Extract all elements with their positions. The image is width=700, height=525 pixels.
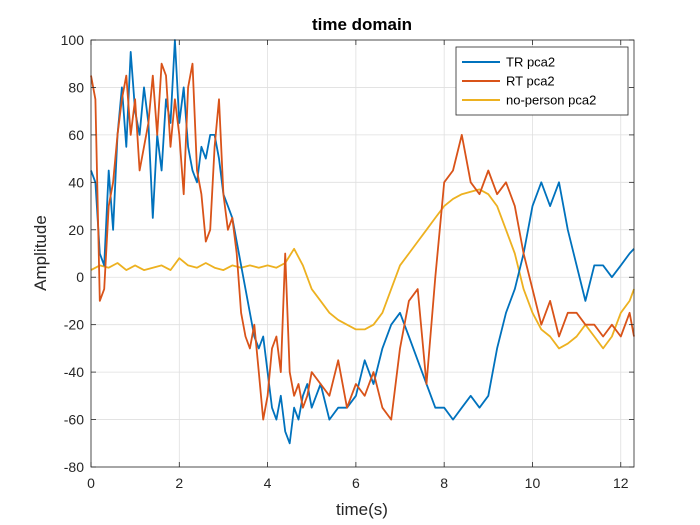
x-tick-label: 0 bbox=[87, 475, 95, 491]
y-tick-label: 100 bbox=[61, 32, 85, 48]
x-tick-label: 6 bbox=[352, 475, 360, 491]
y-tick-label: 80 bbox=[68, 79, 84, 95]
series-line-1 bbox=[90, 62, 635, 421]
legend-label-1: RT pca2 bbox=[506, 74, 555, 89]
y-tick-label: 20 bbox=[68, 222, 84, 238]
y-tick-label: 40 bbox=[68, 174, 84, 190]
x-tick-label: 2 bbox=[175, 475, 183, 491]
series-layer bbox=[90, 39, 635, 445]
x-tick-label: 10 bbox=[525, 475, 541, 491]
legend: TR pca2 RT pca2 no-person pca2 bbox=[455, 46, 629, 116]
legend-label-2: no-person pca2 bbox=[506, 93, 596, 108]
y-tick-label: 60 bbox=[68, 127, 84, 143]
y-tick-label: -80 bbox=[64, 459, 84, 475]
axes-box bbox=[90, 39, 635, 468]
x-axis-label: time(s) bbox=[336, 500, 388, 519]
series-line-0 bbox=[90, 39, 635, 445]
x-tick-label: 8 bbox=[440, 475, 448, 491]
y-tick-label: -20 bbox=[64, 317, 84, 333]
x-tick-label: 12 bbox=[613, 475, 629, 491]
chart-title: time domain bbox=[312, 15, 412, 34]
series-line-2 bbox=[90, 188, 635, 350]
legend-label-0: TR pca2 bbox=[506, 55, 555, 70]
ticks bbox=[90, 39, 634, 468]
y-tick-label: -40 bbox=[64, 364, 84, 380]
x-tick-label: 4 bbox=[264, 475, 272, 491]
y-tick-label: 0 bbox=[76, 269, 84, 285]
tick-labels: 0 2 4 6 8 10 12 -80 -60 -40 -20 0 20 40 60 80 100 bbox=[61, 32, 629, 491]
y-axis-label: Amplitude bbox=[31, 215, 50, 291]
y-tick-label: -60 bbox=[64, 412, 84, 428]
